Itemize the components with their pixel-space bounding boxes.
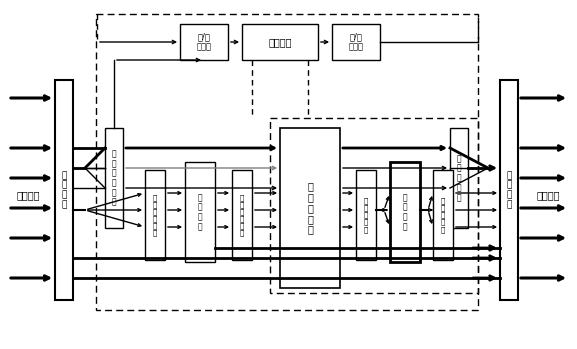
Bar	[232, 170, 252, 260]
Bar	[356, 170, 376, 260]
Bar	[500, 80, 518, 300]
Text: 波
带
交
换: 波 带 交 换	[198, 193, 203, 231]
Text: 控制模块: 控制模块	[268, 37, 292, 47]
Bar	[433, 170, 453, 260]
Text: 波
带
复
用
器: 波 带 复 用 器	[441, 198, 445, 232]
Bar	[270, 118, 478, 293]
Bar	[390, 162, 420, 262]
Bar	[185, 162, 215, 262]
Bar	[105, 128, 123, 228]
Text: 光
纤
交
换: 光 纤 交 换	[61, 171, 67, 209]
Text: 波
带
复
用
器: 波 带 复 用 器	[364, 198, 368, 232]
Bar	[332, 24, 380, 60]
Text: 光
突
发
交
换: 光 突 发 交 换	[307, 181, 313, 235]
Text: 光
纤
交
换: 光 纤 交 换	[506, 171, 512, 209]
Bar	[55, 80, 73, 300]
Text: 波
带
解
复
用
器: 波 带 解 复 用 器	[153, 194, 157, 236]
Bar	[180, 24, 228, 60]
Text: 电/光
转换器: 电/光 转换器	[349, 33, 364, 51]
Text: 波
带
交
换: 波 带 交 换	[403, 193, 407, 231]
Bar	[450, 128, 468, 228]
Text: 波
长
解
复
用
器: 波 长 解 复 用 器	[240, 194, 244, 236]
Text: 波
带
解
复
用
器: 波 带 解 复 用 器	[112, 149, 117, 207]
Bar	[145, 170, 165, 260]
Bar	[242, 24, 318, 60]
Bar	[280, 128, 340, 288]
Text: 输入光纤: 输入光纤	[16, 190, 40, 200]
Text: 光/点
转换器: 光/点 转换器	[197, 33, 212, 51]
Text: 输出光纤: 输出光纤	[536, 190, 560, 200]
Bar	[96, 14, 478, 310]
Text: 波
带
复
用
器: 波 带 复 用 器	[456, 154, 462, 202]
